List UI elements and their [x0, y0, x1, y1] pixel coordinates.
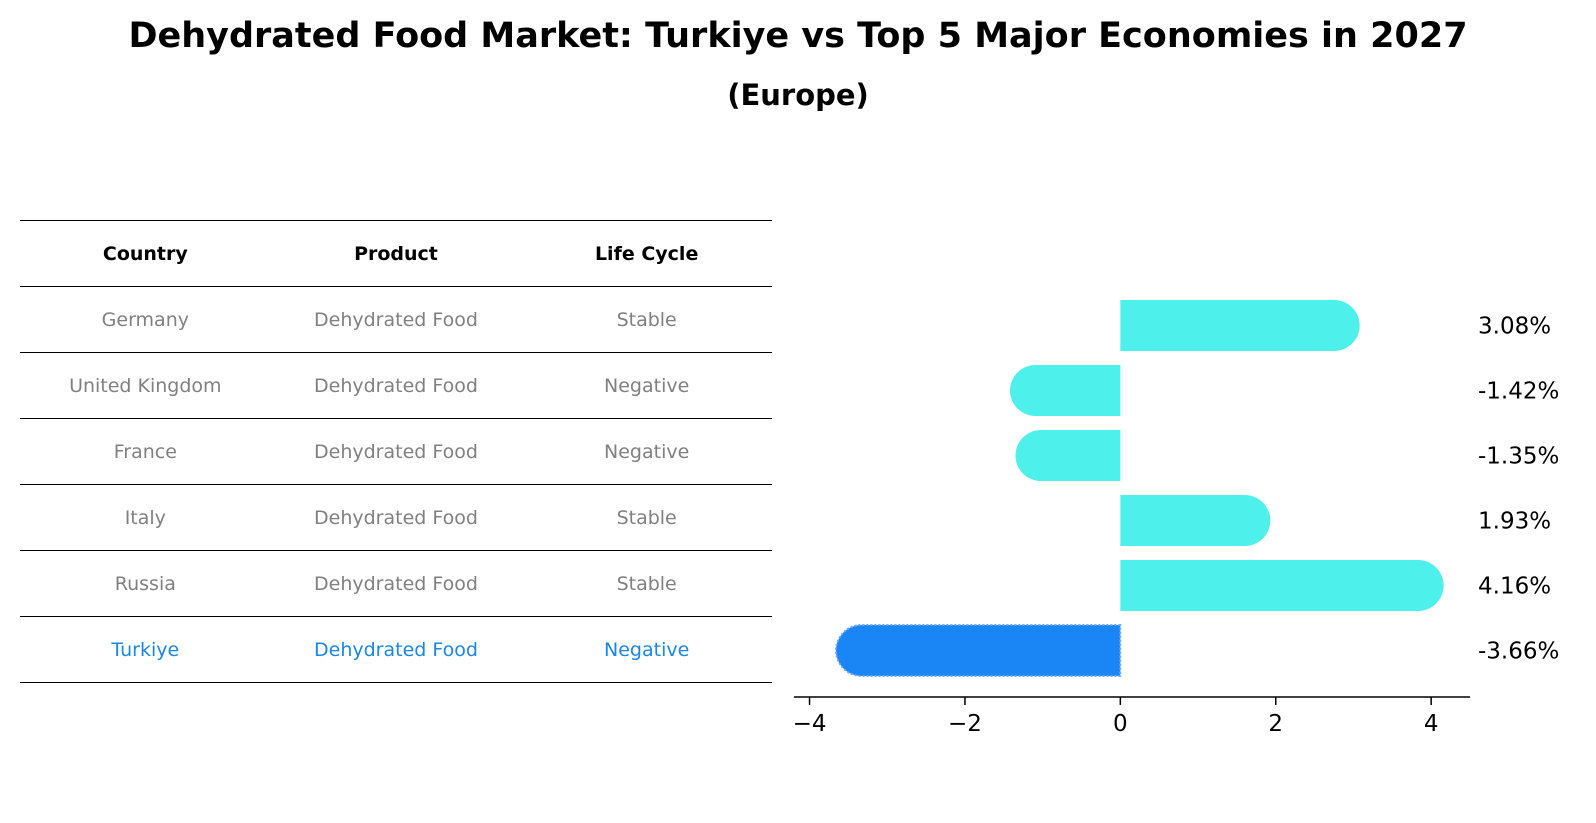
cell-country: France	[20, 418, 271, 485]
cell-product: Dehydrated Food	[270, 484, 522, 551]
table-row: France Dehydrated Food Negative	[20, 418, 772, 485]
chart-title: Dehydrated Food Market: Turkiye vs Top 5…	[128, 16, 1468, 56]
cell-product: Dehydrated Food	[270, 418, 522, 485]
x-tick-label: 4	[1424, 711, 1439, 737]
x-tick-label: 0	[1113, 711, 1128, 737]
table-row: Italy Dehydrated Food Stable	[20, 484, 772, 551]
bar-value-label: 1.93%	[1478, 509, 1551, 535]
cell-life-cycle: Negative	[521, 418, 772, 485]
bar-turkiye	[834, 624, 1122, 677]
x-tick-label: −2	[948, 711, 982, 737]
cell-country: Turkiye	[20, 616, 271, 683]
cell-life-cycle: Stable	[521, 550, 772, 617]
table-row: Germany Dehydrated Food Stable	[20, 286, 772, 353]
comparison-table: Country Product Life Cycle Germany Dehyd…	[20, 220, 772, 683]
table-row: United Kingdom Dehydrated Food Negative	[20, 352, 772, 419]
bar-value-label: -3.66%	[1478, 639, 1559, 665]
cell-product: Dehydrated Food	[270, 616, 522, 683]
bar-russia	[1120, 560, 1444, 611]
table-row-highlighted: Turkiye Dehydrated Food Negative	[20, 616, 772, 683]
cell-product: Dehydrated Food	[270, 352, 522, 419]
header-product: Product	[270, 220, 522, 287]
bar-france	[1015, 430, 1121, 481]
cell-country: Germany	[20, 286, 271, 353]
cell-life-cycle: Stable	[521, 484, 772, 551]
x-tick-label: 2	[1268, 711, 1283, 737]
bar-value-label: 4.16%	[1478, 574, 1551, 600]
table-row: Russia Dehydrated Food Stable	[20, 550, 772, 617]
cell-country: United Kingdom	[20, 352, 271, 419]
x-tick-label: −4	[793, 711, 827, 737]
cell-product: Dehydrated Food	[270, 286, 522, 353]
bar-value-label: -1.42%	[1478, 379, 1559, 405]
bar-value-label: -1.35%	[1478, 444, 1559, 470]
bar-united-kingdom	[1010, 365, 1121, 416]
header-country: Country	[20, 220, 271, 287]
header-life-cycle: Life Cycle	[521, 220, 772, 287]
bar-italy	[1120, 495, 1271, 546]
table-header-row: Country Product Life Cycle	[20, 220, 772, 287]
bar-germany	[1120, 300, 1360, 351]
cell-life-cycle: Negative	[521, 352, 772, 419]
bar-value-label: 3.08%	[1478, 314, 1551, 340]
cell-life-cycle: Negative	[521, 616, 772, 683]
cell-product: Dehydrated Food	[270, 550, 522, 617]
chart-subtitle: (Europe)	[727, 78, 869, 112]
cell-life-cycle: Stable	[521, 286, 772, 353]
cell-country: Italy	[20, 484, 271, 551]
cell-country: Russia	[20, 550, 271, 617]
